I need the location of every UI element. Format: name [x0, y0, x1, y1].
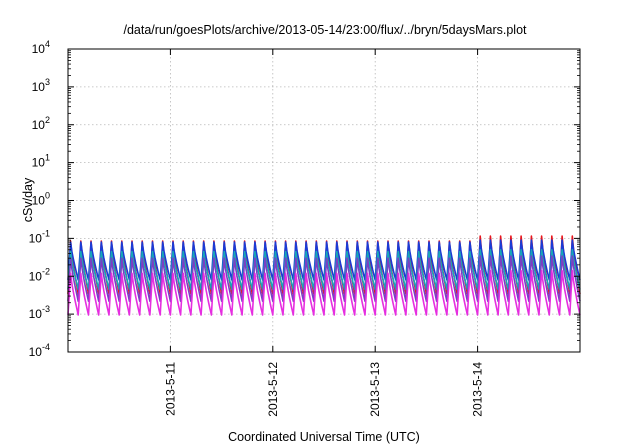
y-axis-label: cSv/day [21, 177, 35, 222]
y-tick-label: 10-2 [29, 266, 50, 283]
y-tick-label-base: 10 [32, 194, 46, 208]
x-tick-label: 2013-5-14 [471, 362, 485, 417]
y-tick-label-exponent: 4 [45, 39, 50, 49]
x-tick-label: 2013-5-12 [266, 362, 280, 417]
x-tick-label: 2013-5-11 [163, 362, 177, 416]
y-tick-label-exponent: -2 [42, 266, 50, 276]
data-series [67, 235, 581, 316]
y-tick-label-exponent: -4 [42, 342, 50, 352]
y-tick-label: 10-1 [29, 228, 50, 245]
y-tick-label-exponent: 1 [45, 153, 50, 163]
y-tick-label: 102 [32, 115, 50, 132]
y-tick-label-base: 10 [29, 345, 43, 359]
y-tick-label-exponent: -3 [42, 304, 50, 314]
y-tick-label-base: 10 [32, 80, 46, 94]
y-tick-label-exponent: 2 [45, 115, 50, 125]
y-tick-label-base: 10 [29, 231, 43, 245]
y-tick-label: 101 [32, 153, 50, 170]
series-line [67, 255, 581, 303]
x-tick-label: 2013-5-13 [368, 362, 382, 417]
x-axis-label: Coordinated Universal Time (UTC) [228, 430, 420, 444]
y-tick-label-exponent: 3 [45, 77, 50, 87]
y-tick-label: 10-3 [29, 304, 50, 321]
y-tick-label-base: 10 [29, 269, 43, 283]
y-tick-label-base: 10 [29, 307, 43, 321]
y-tick-label: 104 [32, 39, 50, 56]
chart-title: /data/run/goesPlots/archive/2013-05-14/2… [123, 23, 527, 37]
y-tick-label-exponent: 0 [45, 191, 50, 201]
y-tick-label-base: 10 [32, 118, 46, 132]
y-tick-label: 100 [32, 191, 50, 208]
y-tick-label: 10-4 [29, 342, 50, 359]
y-tick-label-base: 10 [32, 42, 46, 56]
x-axis: 2013-5-11 2013-5-12 2013-5-13 2013-5-14 [163, 49, 485, 417]
y-tick-label: 103 [32, 77, 50, 94]
y-tick-label-exponent: -1 [42, 228, 50, 238]
y-tick-label-base: 10 [32, 156, 46, 170]
series-line [67, 269, 581, 316]
